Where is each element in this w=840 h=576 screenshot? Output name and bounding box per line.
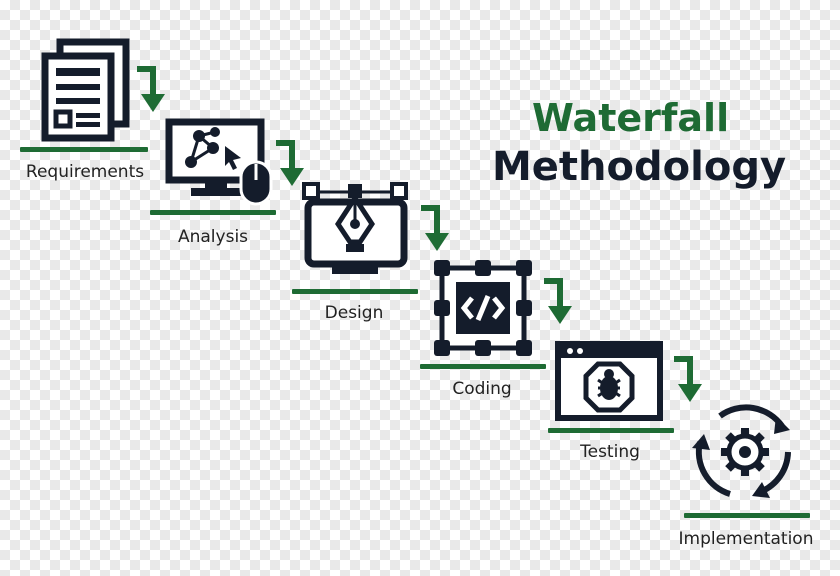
step-underline (684, 513, 810, 518)
step-underline (420, 364, 546, 369)
step-label-coding: Coding (452, 379, 512, 399)
down-arrow-icon (421, 205, 449, 251)
title-waterfall: Waterfall (532, 96, 730, 140)
step-label-requirements: Requirements (25, 162, 145, 182)
down-arrow-icon (137, 66, 165, 112)
code-icon (434, 260, 532, 356)
down-arrow-icon (276, 140, 304, 186)
step-underline (292, 289, 418, 294)
step-label-testing: Testing (580, 442, 640, 462)
step-underline (548, 428, 674, 433)
title-methodology: Methodology (492, 144, 787, 190)
gear-cycle-icon (692, 404, 791, 498)
step-underline (150, 210, 276, 215)
step-underline (20, 147, 148, 152)
down-arrow-icon (674, 356, 702, 402)
step-label-design: Design (324, 303, 384, 323)
down-arrow-icon (544, 278, 572, 324)
design-pen-monitor-icon (302, 182, 408, 274)
analysis-monitor-icon (165, 118, 273, 206)
step-label-implementation: Implementation (678, 529, 814, 549)
step-label-analysis: Analysis (177, 227, 249, 247)
bug-window-icon (555, 341, 663, 421)
documents-icon (41, 38, 130, 142)
